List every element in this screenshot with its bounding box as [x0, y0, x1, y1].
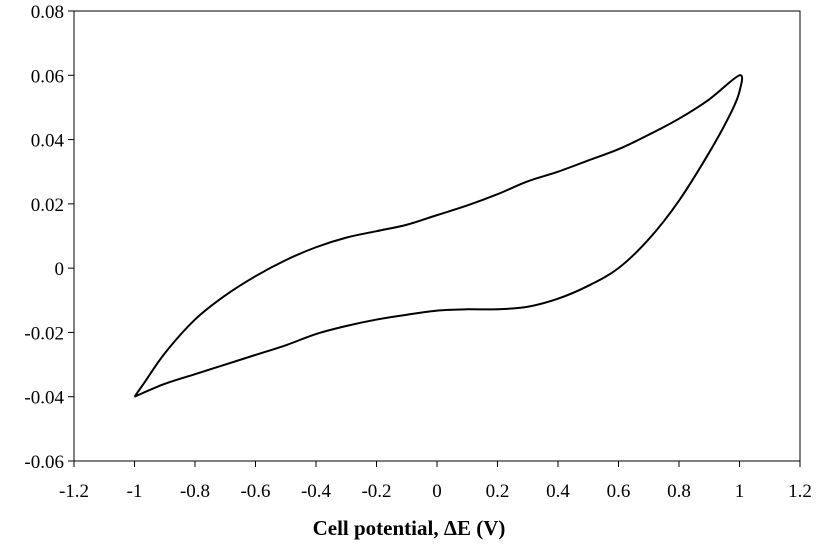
x-tick-label: -1.2 [59, 481, 89, 502]
y-tick-label: 0 [55, 259, 65, 280]
x-tick-label: 1 [735, 481, 745, 502]
y-tick-label: -0.04 [24, 388, 64, 409]
x-tick-label: 1.2 [788, 481, 812, 502]
x-tick-label: 0.8 [667, 481, 691, 502]
x-tick-label: -0.2 [361, 481, 391, 502]
x-tick-label: 0.2 [486, 481, 510, 502]
x-tick-label: -0.4 [301, 481, 332, 502]
y-tick-label: 0.02 [31, 195, 64, 216]
y-tick-label: 0.04 [31, 131, 65, 152]
x-tick-label: -0.8 [180, 481, 210, 502]
x-tick-label: -1 [127, 481, 143, 502]
plot-area [73, 10, 801, 462]
y-axis-tick-labels: -0.06 -0.04 -0.02 0 0.02 0.04 0.06 0.08 [24, 2, 64, 473]
y-tick-label: -0.06 [24, 452, 64, 473]
y-axis-ticks [68, 10, 74, 462]
x-tick-label: 0 [432, 481, 442, 502]
series-line [133, 74, 744, 398]
x-tick-label: 0.4 [546, 481, 570, 502]
y-tick-label: 0.06 [31, 66, 64, 87]
x-axis-ticks [73, 461, 801, 467]
x-axis-title: Cell potential, ΔE (V) [313, 516, 506, 540]
x-axis-tick-labels: -1.2 -1 -0.8 -0.6 -0.4 -0.2 0 0.2 0.4 0.6 0.8 1 1.2 [59, 481, 812, 502]
x-tick-label: 0.6 [607, 481, 631, 502]
x-tick-label: -0.6 [240, 481, 270, 502]
y-tick-label: 0.08 [31, 2, 64, 23]
y-tick-label: -0.02 [24, 323, 64, 344]
